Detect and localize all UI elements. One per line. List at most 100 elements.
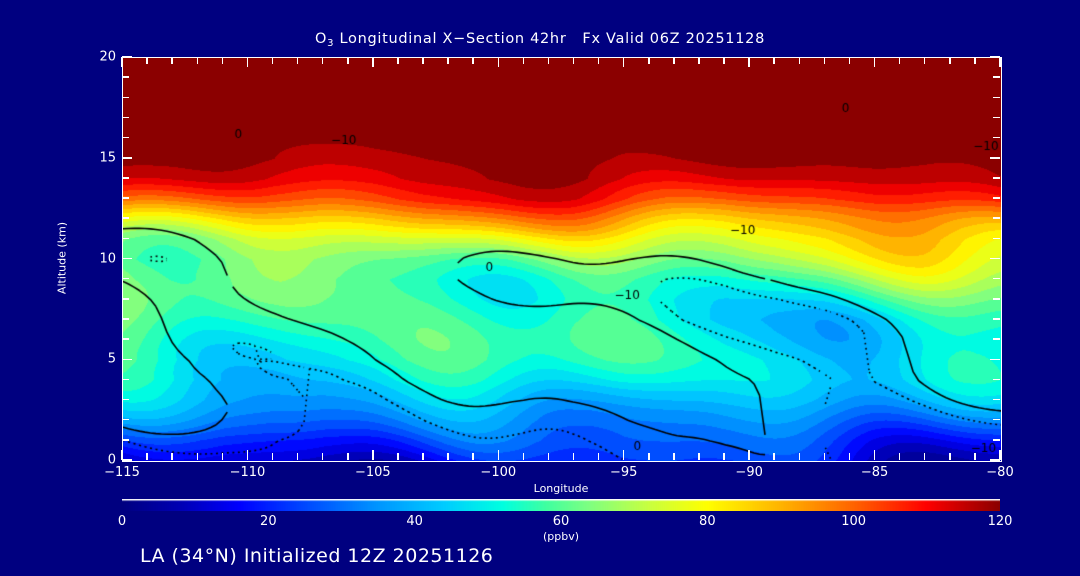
x-tick-top [246, 57, 249, 67]
x-tick-top [648, 57, 650, 64]
colorbar-tick-label: 120 [987, 514, 1013, 529]
x-tick-bottom [422, 453, 424, 460]
y-tick-left [122, 398, 129, 401]
x-tick-bottom [121, 450, 123, 460]
x-tick-bottom [296, 453, 299, 460]
x-tick-bottom [873, 450, 876, 460]
x-tick-bottom [196, 453, 198, 460]
y-axis-label: Altitude (km) [55, 221, 69, 295]
x-tick-bottom [748, 450, 750, 460]
colorbar-gradient [122, 499, 1000, 511]
y-tick-left [122, 197, 129, 199]
x-tick-bottom [497, 450, 500, 460]
y-tick-right [993, 298, 1000, 300]
y-tick-left [122, 136, 129, 139]
y-tick-right [990, 459, 1000, 461]
colorbar-tick-label: 80 [699, 514, 716, 529]
colorbar-tick-label: 40 [406, 514, 423, 529]
x-tick-bottom [823, 453, 826, 460]
x-tick-top [271, 57, 274, 64]
figure-caption: LA (34°N) Initialized 12Z 20251126 [140, 545, 494, 567]
y-tick-label: 20 [99, 49, 116, 65]
x-tick-bottom [798, 453, 801, 460]
y-tick-label: 5 [107, 351, 116, 367]
y-tick-right [993, 177, 1000, 179]
x-tick-top [597, 57, 600, 64]
x-tick-top [698, 57, 700, 64]
plot-area [122, 57, 1002, 462]
y-tick-right [993, 318, 1000, 320]
x-tick-top [422, 57, 424, 64]
x-tick-bottom [572, 453, 575, 460]
x-tick-bottom [447, 453, 449, 460]
x-tick-top [923, 57, 926, 64]
x-tick-bottom [773, 453, 775, 460]
x-tick-bottom [321, 453, 324, 460]
cross-section-heatmap [123, 58, 1001, 461]
y-tick-left [122, 217, 129, 219]
y-tick-label: 15 [99, 150, 116, 166]
y-tick-left [122, 378, 129, 381]
x-tick-top [823, 57, 826, 64]
x-tick-top [522, 57, 525, 64]
y-tick-left [122, 237, 129, 240]
colorbar-tick-label: 100 [841, 514, 867, 529]
y-tick-left [122, 439, 129, 441]
y-tick-label: 0 [107, 452, 116, 468]
x-tick-top [673, 57, 675, 64]
x-tick-top [447, 57, 449, 64]
page-title: O3 Longitudinal X−Section 42hr Fx Valid … [0, 31, 1080, 49]
x-tick-top [472, 57, 474, 64]
x-tick-bottom [898, 453, 901, 460]
y-tick-right [993, 217, 1000, 219]
x-tick-label: −90 [735, 465, 763, 480]
x-tick-bottom [547, 453, 550, 460]
y-tick-right [993, 338, 1000, 340]
y-tick-right [993, 418, 1000, 421]
x-tick-bottom [974, 453, 976, 460]
y-tick-left [122, 177, 129, 179]
x-tick-bottom [246, 450, 249, 460]
colorbar-tick-label: 60 [552, 514, 570, 529]
x-tick-top [949, 57, 951, 64]
x-tick-bottom [848, 453, 851, 460]
colorbar-tick-label: 0 [117, 514, 127, 529]
x-tick-bottom [372, 450, 374, 460]
y-tick-left [122, 358, 132, 360]
y-tick-left [122, 116, 129, 119]
colorbar [122, 499, 1000, 511]
x-tick-top [848, 57, 851, 64]
y-tick-right [993, 277, 1000, 280]
x-tick-top [221, 57, 224, 64]
x-tick-bottom [622, 450, 625, 460]
y-tick-right [993, 136, 1000, 139]
y-tick-left [122, 257, 132, 260]
x-tick-label: −110 [229, 465, 266, 480]
y-tick-left [122, 418, 129, 421]
y-tick-right [993, 197, 1000, 199]
x-tick-label: −115 [104, 465, 140, 480]
y-tick-right [993, 237, 1000, 240]
x-tick-top [547, 57, 550, 64]
x-tick-label: −105 [354, 465, 391, 480]
y-tick-left [122, 76, 129, 78]
colorbar-unit-label: (ppbv) [542, 530, 580, 543]
x-tick-bottom [397, 453, 399, 460]
x-tick-top [497, 57, 500, 67]
x-tick-bottom [597, 453, 600, 460]
x-tick-top [723, 57, 725, 64]
x-tick-bottom [999, 450, 1001, 460]
x-tick-top [196, 57, 198, 64]
y-tick-label: 10 [99, 251, 116, 266]
x-tick-top [622, 57, 625, 67]
x-tick-top [397, 57, 399, 64]
x-tick-top [898, 57, 901, 64]
y-tick-right [993, 378, 1000, 381]
x-tick-bottom [146, 453, 148, 460]
y-tick-left [122, 338, 129, 340]
x-tick-top [347, 57, 349, 64]
x-tick-top [146, 57, 148, 64]
y-tick-left [122, 96, 129, 99]
y-tick-right [990, 157, 1000, 159]
